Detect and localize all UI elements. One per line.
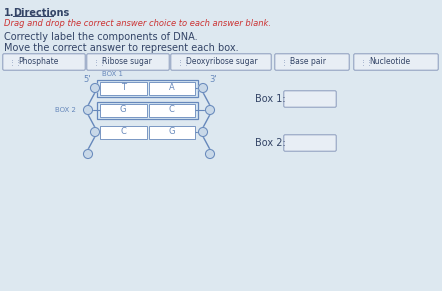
Circle shape [84,150,92,159]
Circle shape [84,106,92,114]
FancyBboxPatch shape [100,125,146,139]
Text: Nucleotide: Nucleotide [369,58,410,67]
FancyBboxPatch shape [100,104,146,116]
Text: Drag and drop the correct answer choice to each answer blank.: Drag and drop the correct answer choice … [4,19,271,28]
Text: ⋮⋮: ⋮⋮ [177,59,191,65]
Text: Phosphate: Phosphate [18,58,58,67]
Text: ⋮⋮: ⋮⋮ [281,59,295,65]
Text: A: A [169,84,175,93]
Circle shape [198,84,207,93]
FancyBboxPatch shape [149,81,195,95]
FancyBboxPatch shape [171,54,271,70]
Text: BOX 2: BOX 2 [55,107,76,113]
FancyBboxPatch shape [149,104,195,116]
Text: Box 2:: Box 2: [255,138,286,148]
Text: Base pair: Base pair [290,58,326,67]
Text: C: C [169,106,175,114]
FancyBboxPatch shape [149,125,195,139]
Text: Box 1:: Box 1: [255,94,286,104]
FancyBboxPatch shape [354,54,438,70]
FancyBboxPatch shape [97,79,198,97]
Text: G: G [168,127,175,136]
FancyBboxPatch shape [3,54,85,70]
Circle shape [198,127,207,136]
Text: 1.: 1. [4,8,15,18]
Text: T: T [121,84,126,93]
Text: Ribose sugar: Ribose sugar [102,58,152,67]
Circle shape [206,106,214,114]
Text: 3': 3' [209,75,217,84]
FancyBboxPatch shape [97,102,198,118]
Text: G: G [120,106,126,114]
FancyBboxPatch shape [275,54,349,70]
FancyBboxPatch shape [87,54,169,70]
FancyBboxPatch shape [100,81,146,95]
Text: Directions: Directions [13,8,69,18]
Circle shape [206,150,214,159]
Text: 5': 5' [83,75,91,84]
Text: ⋮⋮: ⋮⋮ [93,59,107,65]
FancyBboxPatch shape [284,91,336,107]
Text: Correctly label the components of DNA.: Correctly label the components of DNA. [4,32,198,42]
Text: BOX 1: BOX 1 [102,72,123,77]
Text: Deoxyribose sugar: Deoxyribose sugar [186,58,258,67]
Circle shape [91,127,99,136]
Text: Move the correct answer to represent each box.: Move the correct answer to represent eac… [4,43,239,53]
Circle shape [91,84,99,93]
Text: C: C [120,127,126,136]
Text: ⋮⋮: ⋮⋮ [9,59,23,65]
FancyBboxPatch shape [284,135,336,151]
Text: ⋮⋮: ⋮⋮ [360,59,374,65]
